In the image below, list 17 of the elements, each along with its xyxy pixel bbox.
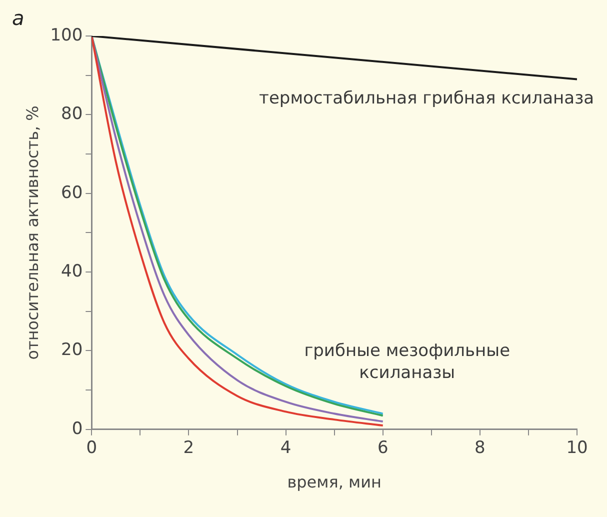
y-tick-label: 80 [61, 104, 83, 124]
y-tick-label: 40 [61, 261, 83, 282]
y-tick-label: 100 [50, 25, 83, 46]
annotation: термостабильная грибная ксиланаза [259, 88, 594, 108]
x-tick-label: 8 [474, 438, 486, 458]
y-tick-label: 60 [61, 182, 83, 203]
y-tick-label: 20 [61, 340, 83, 360]
text: a [12, 6, 24, 30]
x-axis-title: время, мин [287, 472, 382, 492]
y-tick-label: 0 [72, 418, 83, 439]
x-tick-label: 4 [280, 438, 292, 458]
y-axis-title: относительная активность, % [22, 106, 42, 360]
x-tick-label: 6 [377, 438, 388, 458]
x-tick-label: 2 [183, 438, 194, 458]
x-tick-label: 0 [86, 438, 98, 458]
x-tick-label: 10 [566, 438, 588, 458]
annotation: грибные мезофильные ксиланазы [304, 340, 510, 383]
